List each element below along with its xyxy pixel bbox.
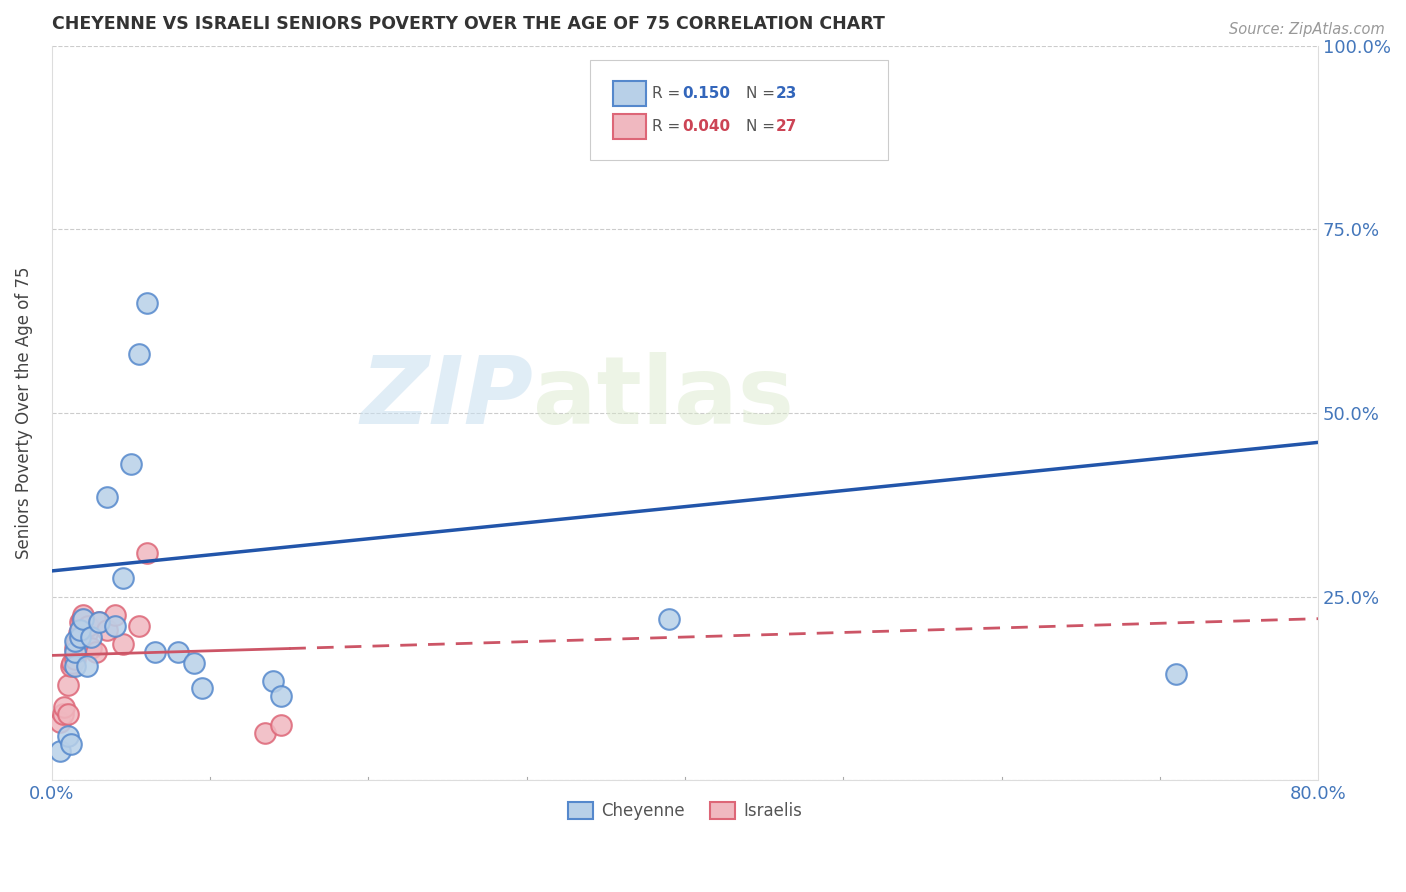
Point <box>262 674 284 689</box>
Point <box>135 295 157 310</box>
Text: R =: R = <box>652 119 685 134</box>
Point <box>69 630 91 644</box>
Point <box>658 612 681 626</box>
Legend: Cheyenne, Israelis: Cheyenne, Israelis <box>561 796 808 827</box>
Text: N =: N = <box>745 119 779 134</box>
Text: 23: 23 <box>776 86 797 101</box>
FancyBboxPatch shape <box>613 114 645 139</box>
Point <box>65 645 87 659</box>
Point <box>65 652 87 666</box>
Point <box>89 615 111 630</box>
Text: 27: 27 <box>776 119 797 134</box>
Point <box>120 458 142 472</box>
Text: R =: R = <box>652 86 685 101</box>
Point <box>183 656 205 670</box>
Point <box>65 641 87 656</box>
Point <box>80 641 103 656</box>
Point <box>48 714 70 729</box>
Point <box>167 645 190 659</box>
Point <box>143 645 166 659</box>
Point <box>65 659 87 673</box>
Text: CHEYENNE VS ISRAELI SENIORS POVERTY OVER THE AGE OF 75 CORRELATION CHART: CHEYENNE VS ISRAELI SENIORS POVERTY OVER… <box>52 15 884 33</box>
Text: N =: N = <box>745 86 779 101</box>
Point <box>89 615 111 630</box>
Point <box>270 689 292 703</box>
Point <box>135 545 157 559</box>
Point <box>104 607 127 622</box>
Point <box>111 637 134 651</box>
Point <box>72 612 94 626</box>
Point <box>53 699 76 714</box>
Point <box>76 659 98 673</box>
Y-axis label: Seniors Poverty Over the Age of 75: Seniors Poverty Over the Age of 75 <box>15 267 32 559</box>
Point <box>128 347 150 361</box>
Point <box>56 707 79 722</box>
Point <box>59 659 82 673</box>
Text: 0.150: 0.150 <box>682 86 730 101</box>
Text: ZIP: ZIP <box>360 352 533 444</box>
Point <box>254 725 277 739</box>
Text: Source: ZipAtlas.com: Source: ZipAtlas.com <box>1229 22 1385 37</box>
Point <box>60 656 83 670</box>
Point <box>76 626 98 640</box>
Point <box>104 619 127 633</box>
Point <box>72 630 94 644</box>
Point <box>69 623 91 637</box>
Point <box>1164 666 1187 681</box>
Point <box>70 612 93 626</box>
FancyBboxPatch shape <box>613 81 645 106</box>
Point <box>59 737 82 751</box>
Text: 0.040: 0.040 <box>682 119 731 134</box>
Point <box>111 571 134 585</box>
Text: atlas: atlas <box>533 352 794 444</box>
Point <box>96 623 118 637</box>
Point <box>56 678 79 692</box>
Point <box>72 607 94 622</box>
Point <box>96 491 118 505</box>
Point <box>66 633 89 648</box>
Point <box>270 718 292 732</box>
Point <box>191 681 214 696</box>
Point <box>65 633 87 648</box>
Point <box>52 707 75 722</box>
Point <box>77 619 100 633</box>
Point <box>56 729 79 743</box>
Point <box>128 619 150 633</box>
Point <box>67 626 90 640</box>
FancyBboxPatch shape <box>591 61 887 160</box>
Point <box>84 645 107 659</box>
Point <box>80 630 103 644</box>
Point <box>69 615 91 630</box>
Point <box>48 744 70 758</box>
